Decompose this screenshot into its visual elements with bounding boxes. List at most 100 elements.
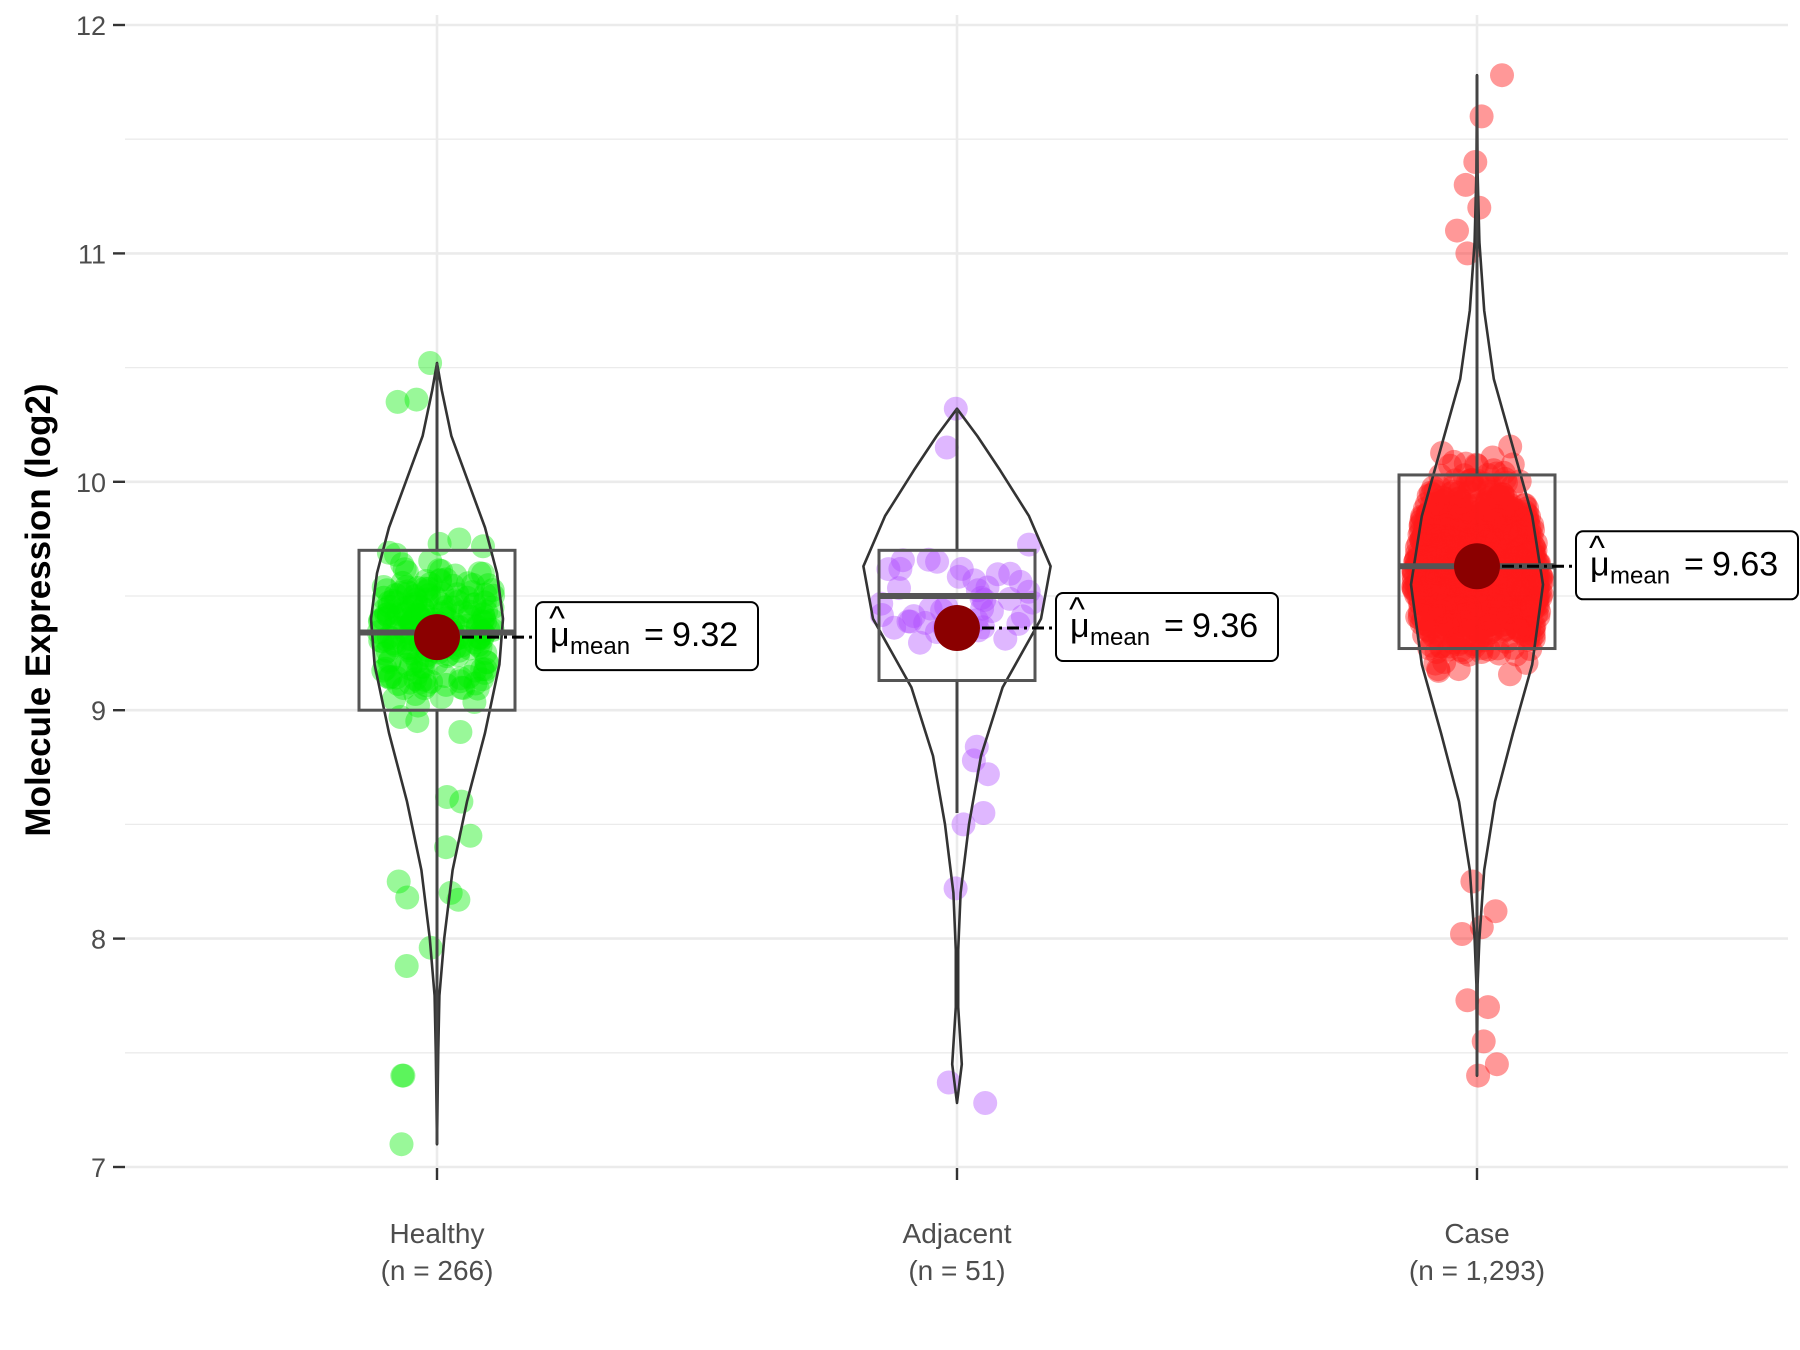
data-point xyxy=(1415,527,1440,552)
data-point xyxy=(1429,499,1454,523)
data-point xyxy=(1431,501,1456,526)
data-point xyxy=(1490,590,1515,615)
data-point xyxy=(396,638,421,663)
data-point xyxy=(1443,524,1468,549)
data-point xyxy=(1434,610,1459,635)
data-point xyxy=(971,801,996,825)
data-point xyxy=(1500,523,1525,548)
data-point xyxy=(392,557,417,582)
data-point xyxy=(1459,518,1484,543)
data-point xyxy=(394,652,419,677)
data-point xyxy=(411,655,436,680)
data-point xyxy=(386,869,411,894)
data-point xyxy=(1510,575,1535,600)
data-point xyxy=(1438,527,1463,552)
data-point xyxy=(1462,524,1487,549)
data-point xyxy=(1513,607,1538,631)
data-point xyxy=(1480,617,1505,642)
data-point xyxy=(1484,604,1509,629)
y-tick-label: 8 xyxy=(91,925,106,955)
data-point xyxy=(396,606,421,631)
data-point xyxy=(1491,588,1516,613)
data-point xyxy=(1503,581,1528,606)
data-point xyxy=(1436,527,1461,552)
data-point xyxy=(1521,567,1545,592)
data-point xyxy=(1426,583,1451,608)
data-point xyxy=(1496,511,1521,536)
data-point xyxy=(962,568,987,593)
data-point xyxy=(1439,608,1464,633)
data-point xyxy=(383,633,408,657)
data-point xyxy=(1446,657,1471,682)
data-point xyxy=(934,435,959,460)
data-point xyxy=(392,596,416,621)
data-point xyxy=(1413,584,1438,609)
data-point xyxy=(1481,505,1506,530)
data-point xyxy=(1473,586,1498,611)
mean-label: μ^mean = 9.63 xyxy=(1575,529,1799,601)
data-point xyxy=(1509,520,1534,545)
data-point xyxy=(1490,63,1514,88)
data-point xyxy=(1498,518,1523,543)
data-point xyxy=(1437,526,1462,551)
data-point xyxy=(1423,580,1448,605)
data-point xyxy=(1477,479,1502,504)
data-point xyxy=(1498,606,1523,631)
data-point xyxy=(1476,582,1500,607)
data-point xyxy=(376,664,401,689)
data-point xyxy=(1516,575,1541,600)
group-healthy xyxy=(357,351,537,1157)
data-point xyxy=(1442,590,1467,614)
mean-point xyxy=(934,604,980,651)
data-point xyxy=(1479,607,1504,631)
data-point xyxy=(1506,575,1531,600)
data-point xyxy=(1469,518,1494,542)
data-point xyxy=(434,672,459,697)
data-point xyxy=(367,609,392,634)
data-point xyxy=(1494,538,1519,563)
data-point xyxy=(1494,470,1518,495)
data-point xyxy=(1438,535,1463,560)
data-point xyxy=(447,527,472,552)
data-point xyxy=(1440,523,1465,548)
data-point xyxy=(1487,587,1512,612)
data-point xyxy=(368,608,393,632)
data-point xyxy=(1453,499,1478,524)
data-point xyxy=(1427,475,1452,500)
data-point xyxy=(443,588,468,613)
mean-label-box xyxy=(1575,530,1799,601)
data-point xyxy=(467,561,492,586)
data-point xyxy=(1420,482,1445,507)
data-point xyxy=(390,552,415,577)
data-point xyxy=(448,666,473,691)
data-point xyxy=(1510,535,1535,560)
data-point xyxy=(1511,569,1536,594)
data-point xyxy=(1434,613,1459,638)
data-point xyxy=(1494,534,1519,559)
data-point xyxy=(1465,493,1490,518)
data-point xyxy=(1522,535,1547,560)
data-point xyxy=(1455,988,1480,1013)
data-point xyxy=(1432,604,1457,629)
mean-label: μ^mean = 9.36 xyxy=(1055,591,1279,662)
data-point xyxy=(1417,543,1442,568)
data-point xyxy=(1506,606,1531,631)
data-point xyxy=(1511,572,1536,597)
data-point xyxy=(448,669,473,694)
data-point xyxy=(925,549,950,574)
data-point xyxy=(405,576,430,600)
x-category-count: (n = 1,293) xyxy=(1409,1255,1545,1286)
x-category-count: (n = 51) xyxy=(908,1255,1005,1286)
data-point xyxy=(1501,569,1526,594)
data-point xyxy=(1430,489,1455,514)
data-point xyxy=(1489,601,1514,626)
data-point xyxy=(1512,612,1537,637)
data-point xyxy=(898,609,923,634)
data-point xyxy=(1423,651,1448,676)
data-point xyxy=(405,709,430,734)
data-point xyxy=(1416,575,1441,600)
data-point xyxy=(1502,597,1527,622)
data-point xyxy=(1497,564,1522,589)
data-point xyxy=(1509,520,1534,545)
data-point xyxy=(1447,505,1472,530)
